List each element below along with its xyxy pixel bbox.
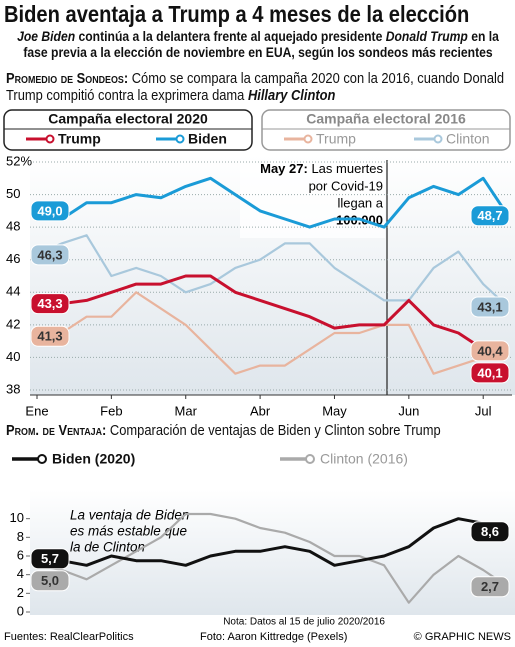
annotation-line: por Covid-19 bbox=[309, 178, 383, 193]
y-tick-label: 48 bbox=[6, 219, 20, 234]
value-label: 40,1 bbox=[477, 365, 502, 380]
credit: © GRAPHIC NEWS bbox=[414, 631, 511, 643]
value-label: 46,3 bbox=[37, 247, 62, 262]
section-description: Prom. de Ventaja: Comparación de ventaja… bbox=[6, 423, 504, 440]
y-tick-label: 44 bbox=[6, 284, 20, 299]
x-tick-label: Feb bbox=[100, 403, 122, 418]
subtitle-part: Donald Trump bbox=[385, 29, 468, 44]
legend-box bbox=[3, 109, 253, 151]
section-description: Promedio de Sondeos: Cómo se compara la … bbox=[6, 71, 504, 105]
y-tick-label: 42 bbox=[6, 316, 20, 331]
value-label: 2,7 bbox=[481, 579, 499, 594]
legend-swatch-dot bbox=[175, 134, 185, 144]
legend-label: Trump bbox=[316, 131, 356, 147]
x-tick-label: Ene bbox=[25, 403, 48, 418]
value-label-box bbox=[470, 521, 510, 543]
value-label-box bbox=[470, 362, 510, 384]
legend-label: Biden bbox=[188, 131, 227, 147]
value-label-box bbox=[470, 296, 510, 318]
x-tick-label: Abr bbox=[250, 403, 271, 418]
legend-label: Trump bbox=[58, 131, 101, 147]
legend-box bbox=[261, 109, 511, 151]
x-tick-label: Mar bbox=[175, 403, 198, 418]
legend-swatch-dot bbox=[305, 454, 315, 464]
value-label: 5,7 bbox=[41, 551, 59, 566]
x-tick-label: Jul bbox=[475, 403, 492, 418]
title: Biden aventaja a Trump a 4 meses de la e… bbox=[4, 1, 470, 27]
y-tick-label: 4 bbox=[17, 566, 24, 581]
section-heading: Promedio de Sondeos: bbox=[6, 71, 129, 87]
y-tick-label: 46 bbox=[6, 251, 20, 266]
value-label: 41,3 bbox=[37, 329, 62, 344]
value-label-box bbox=[470, 576, 510, 598]
description-part: Hillary Clinton bbox=[247, 88, 336, 104]
value-label-box bbox=[30, 325, 70, 347]
legend-group-title: Campaña electoral 2020 bbox=[48, 111, 208, 127]
legend-swatch-dot bbox=[433, 134, 443, 144]
annotation-title: May 27: bbox=[260, 161, 308, 176]
subtitle: Joe Biden continúa a la delantera frente… bbox=[6, 29, 510, 61]
series-line bbox=[36, 291, 509, 375]
annotation: May 27: Las muertes bbox=[260, 161, 383, 176]
value-label-box bbox=[470, 205, 510, 227]
value-label: 48,7 bbox=[477, 208, 502, 223]
legend-label: Clinton (2016) bbox=[320, 451, 408, 467]
subtitle-part: continúa a la delantera frente al aqueja… bbox=[75, 29, 386, 44]
legend-label: Biden (2020) bbox=[52, 451, 135, 467]
value-label-box bbox=[30, 200, 70, 222]
series-line bbox=[37, 274, 509, 358]
legend-group-title: Campaña electoral 2016 bbox=[306, 111, 466, 127]
value-label-box bbox=[30, 244, 70, 266]
series-line bbox=[36, 517, 509, 567]
value-label: 43,3 bbox=[37, 296, 62, 311]
subtitle-part: Joe Biden bbox=[17, 29, 76, 44]
y-tick-label: 2 bbox=[17, 585, 24, 600]
x-tick-label: Jun bbox=[398, 403, 419, 418]
y-tick-label: 38 bbox=[6, 381, 20, 396]
legend-swatch-dot bbox=[37, 454, 47, 464]
legend-swatch-dot bbox=[45, 134, 55, 144]
annotation-line: Las muertes bbox=[311, 161, 383, 176]
x-tick-label: May bbox=[322, 403, 347, 418]
y-tick-label: 8 bbox=[17, 529, 24, 544]
annotation-line: la de Clinton bbox=[70, 540, 145, 555]
y-tick-label: 10 bbox=[10, 510, 24, 525]
source: Fuentes: RealClearPolitics bbox=[4, 631, 134, 643]
y-tick-label: 52% bbox=[6, 153, 32, 168]
description-part: Comparación de ventajas de Biden y Clint… bbox=[109, 423, 441, 439]
value-label-box bbox=[30, 293, 70, 315]
note: Nota: Datos al 15 de julio 2020/2016 bbox=[223, 617, 385, 628]
subtitle-part: en la fase previa a la elección de novie… bbox=[23, 29, 499, 60]
series-line bbox=[36, 234, 509, 308]
series-line bbox=[36, 512, 509, 604]
photo-credit: Foto: Aaron Kittredge (Pexels) bbox=[200, 631, 347, 643]
annotation-line: es más estable que bbox=[70, 524, 187, 539]
value-label-box bbox=[470, 340, 510, 362]
plot-background bbox=[30, 490, 515, 615]
y-tick-label: 50 bbox=[6, 186, 20, 201]
y-tick-label: 6 bbox=[17, 547, 24, 562]
y-tick-label: 40 bbox=[6, 349, 20, 364]
annotation-line: llegan a bbox=[337, 195, 383, 210]
value-label: 8,6 bbox=[481, 524, 499, 539]
value-label: 49,0 bbox=[37, 203, 62, 218]
annotation-line: La ventaja de Biden bbox=[70, 508, 189, 523]
series-line bbox=[36, 176, 510, 229]
y-tick-label: 0 bbox=[17, 603, 24, 618]
legend-label: Clinton bbox=[446, 131, 490, 147]
value-label: 43,1 bbox=[477, 299, 502, 314]
value-label-box bbox=[30, 548, 70, 570]
value-label-box bbox=[30, 570, 70, 592]
section-heading: Prom. de Ventaja: bbox=[6, 423, 107, 439]
value-label: 40,4 bbox=[477, 343, 503, 358]
legend-swatch-dot bbox=[303, 134, 313, 144]
description-part: Cómo se compara la campaña 2020 con la 2… bbox=[6, 71, 505, 104]
value-label: 5,0 bbox=[41, 573, 59, 588]
